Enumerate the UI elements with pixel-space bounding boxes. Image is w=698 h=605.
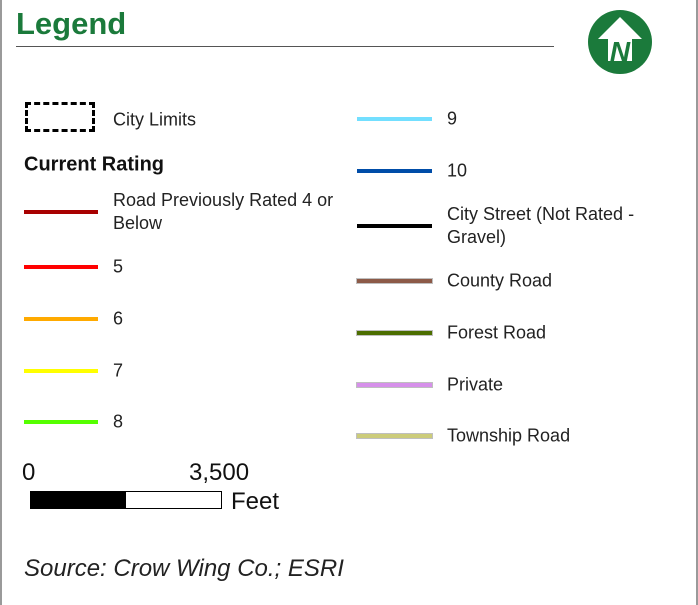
line-swatch: [357, 434, 432, 438]
item-label: 10: [447, 160, 468, 181]
line-swatch: [357, 169, 432, 173]
item-label: Township Road: [447, 425, 571, 446]
line-swatch: [357, 279, 432, 283]
item-label: 9: [447, 108, 458, 129]
city-limits-label: City Limits: [113, 109, 197, 130]
item-label: County Road: [447, 270, 553, 291]
line-swatch: [24, 369, 98, 373]
line-swatch: [357, 117, 432, 121]
line-swatch: [24, 317, 98, 321]
scale-bar: [30, 491, 222, 509]
section-heading: Current Rating: [24, 153, 164, 176]
item-label: 8: [113, 411, 124, 432]
scale-start: 0: [22, 459, 36, 486]
item-label: City Street (Not Rated - Gravel): [447, 204, 635, 247]
item-label: 7: [113, 360, 124, 381]
svg-text:N: N: [610, 36, 631, 67]
item-label: Private: [447, 374, 504, 395]
line-swatch: [357, 224, 432, 228]
item-label: Road Previously Rated 4 or Below: [113, 190, 334, 233]
item-label: Forest Road: [447, 322, 547, 343]
title-rule: [16, 46, 554, 47]
line-swatch: [24, 265, 98, 269]
legend-title: Legend: [16, 6, 127, 41]
line-swatch: [24, 420, 98, 424]
source-note: Source: Crow Wing Co.; ESRI: [24, 555, 344, 582]
item-label: 5: [113, 256, 124, 277]
north-arrow: N: [588, 10, 652, 74]
item-label: 6: [113, 308, 124, 329]
scale-unit: Feet: [231, 488, 280, 515]
scale-end: 3,500: [189, 459, 250, 486]
line-swatch: [24, 210, 98, 214]
city-limits-swatch: [25, 102, 95, 132]
line-swatch: [357, 383, 432, 387]
line-swatch: [357, 331, 432, 335]
